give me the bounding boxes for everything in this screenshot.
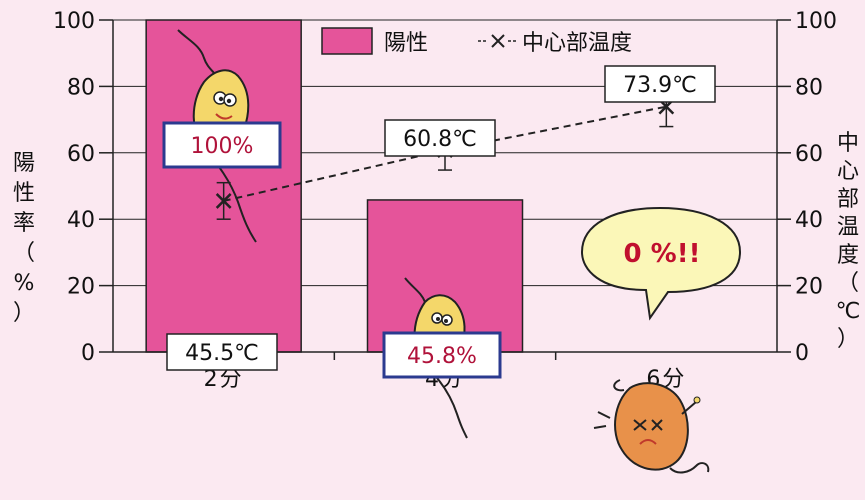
y-axis-right-title-char: ℃	[836, 299, 861, 324]
y-axis-right-title-char: 部	[837, 187, 859, 212]
y-axis-right-title: 中心部温度 （ ℃ ）	[836, 131, 861, 352]
y-axis-right-title-char: （	[837, 271, 859, 296]
y-tick-label-right: 0	[795, 341, 809, 366]
y-tick-label-left: 40	[67, 208, 95, 233]
y-tick-label-left: 0	[81, 341, 95, 366]
bar-label: 100%	[191, 134, 254, 159]
legend-swatch-bar	[321, 27, 373, 55]
data-point-marker	[215, 193, 232, 209]
speech-bubble: 0 %!!	[580, 206, 742, 321]
legend: 陽性 中心部温度	[321, 27, 632, 56]
legend-label-line: 中心部温度	[522, 31, 632, 56]
y-tick-label-right: 100	[795, 9, 837, 34]
y-axis-left-title: 陽性率 （% ）	[13, 151, 35, 326]
y-tick-label-left: 60	[67, 142, 95, 167]
legend-swatch-line	[478, 34, 516, 48]
dead-bacteria-mascot-icon	[593, 379, 710, 474]
y-axis-left-title-char: 性	[13, 181, 35, 206]
temperature-label-box	[384, 119, 496, 157]
y-axis-left-title-char: ）	[13, 301, 35, 326]
y-axis-left-title-char: 陽	[13, 151, 35, 176]
y-axis-left-title-char: 率	[13, 211, 35, 236]
y-axis-right-title-char: 中	[837, 131, 859, 156]
temperature-line	[223, 105, 667, 202]
y-axis-right-title-char: ）	[837, 327, 859, 352]
bubble-text: 0 %!!	[624, 239, 701, 269]
y-tick-label-right: 80	[795, 75, 823, 100]
y-tick-label-left: 100	[53, 9, 95, 34]
temperature-label: 60.8℃	[403, 127, 477, 152]
bar-label-box	[162, 121, 282, 169]
temperature-label: 45.5℃	[185, 341, 259, 366]
y-axis-left-title-char: （	[13, 241, 35, 266]
y-tick-label-right: 60	[795, 142, 823, 167]
temperature-label-box	[166, 333, 278, 371]
y-axis-right-title-char: 度	[837, 243, 859, 268]
y-tick-label-right: 20	[795, 275, 823, 300]
ticks: 0 0 20 20 40 40 60 60 80 80 100 100	[53, 9, 837, 366]
bars	[145, 19, 524, 353]
y-tick-label-left: 20	[67, 275, 95, 300]
y-axis-left-title-char: %	[14, 271, 35, 296]
y-axis-right-title-char: 温	[837, 215, 859, 240]
value-labels: 100% 45.8% 45.5℃ 60.8℃ 73.9℃	[162, 65, 716, 379]
temperature-label: 73.9℃	[623, 73, 697, 98]
y-tick-label-right: 40	[795, 208, 823, 233]
bar-label: 45.8%	[407, 344, 477, 369]
temperature-label-box	[604, 65, 716, 103]
legend-label-bar: 陽性	[384, 31, 428, 56]
bar-label-box	[382, 331, 502, 379]
y-axis-right-title-char: 心	[837, 159, 859, 184]
x-category-label: 2分	[204, 367, 244, 392]
y-tick-label-left: 80	[67, 75, 95, 100]
